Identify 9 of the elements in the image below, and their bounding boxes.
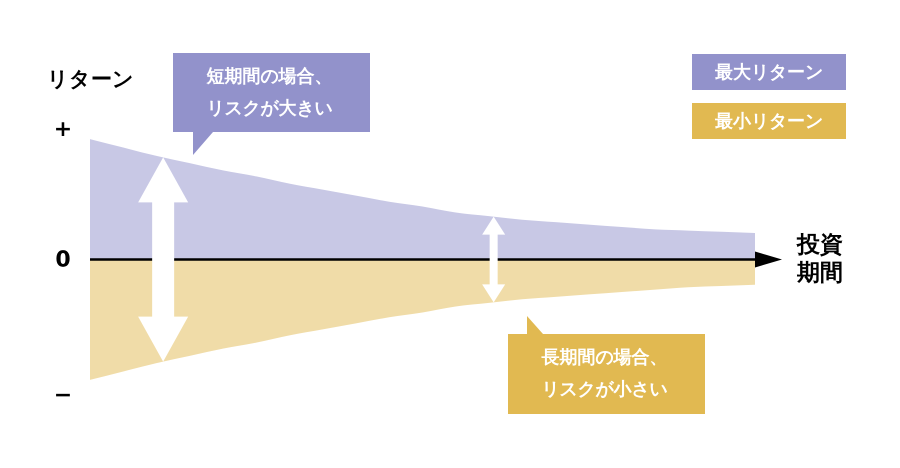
annotation: 長期間の場合、リスクが小さい — [542, 346, 669, 402]
text: − — [54, 382, 72, 408]
x-axis-title: 投資期間 — [797, 231, 844, 287]
y-axis-title: リターン — [47, 67, 134, 92]
text: 最大リターン — [715, 61, 823, 84]
text: + — [54, 116, 72, 142]
text: 短期間の場合、リスクが大きい — [206, 64, 334, 120]
text: 0 — [55, 247, 71, 272]
text: 最小リターン — [715, 110, 823, 133]
